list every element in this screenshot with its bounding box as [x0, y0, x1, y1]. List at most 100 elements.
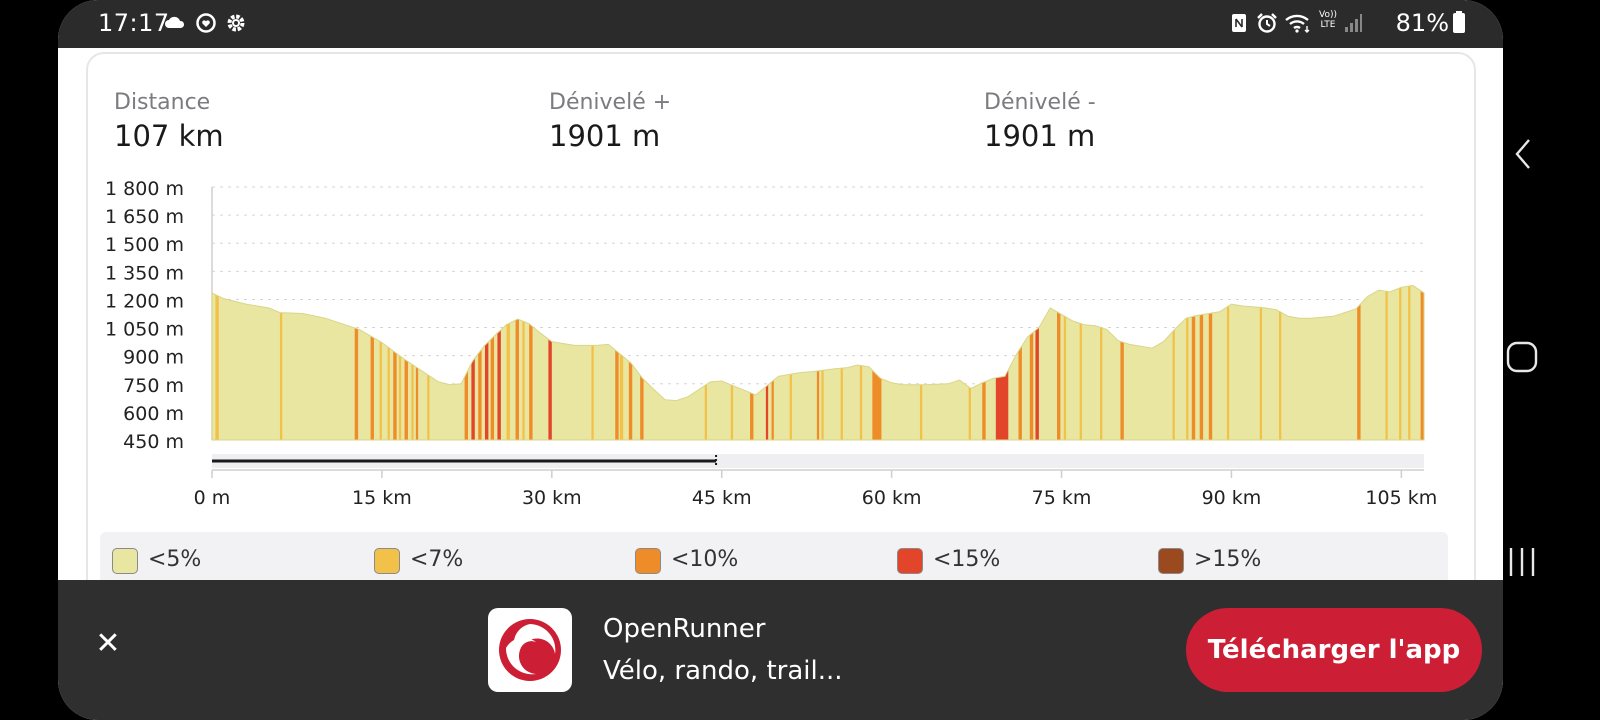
- y-tick-label: 750 m: [123, 375, 184, 397]
- app-description: Vélo, rando, trail...: [603, 656, 843, 686]
- x-tick-label: 90 km: [1202, 487, 1262, 509]
- recent-apps-icon: [1509, 548, 1535, 576]
- elevation-loss-label: Dénivelé -: [984, 90, 1096, 115]
- legend-swatch: [635, 548, 661, 574]
- slope-band: [1057, 285, 1061, 440]
- slope-band: [1191, 285, 1196, 440]
- y-tick-label: 1 350 m: [105, 262, 184, 284]
- slope-band: [789, 285, 792, 440]
- legend-swatch: [897, 548, 923, 574]
- elevation-profile-line: [211, 284, 1425, 441]
- legend-label: <10%: [671, 547, 739, 572]
- slope-band: [478, 285, 482, 440]
- slope-band: [730, 285, 734, 440]
- alarm-icon: [1257, 13, 1277, 33]
- distance-stat: Distance 107 km: [114, 90, 224, 153]
- legend-label: <15%: [933, 547, 1001, 572]
- slope-band: [393, 285, 397, 440]
- slope-band: [859, 285, 863, 440]
- slope-band: [1259, 285, 1263, 440]
- slope-band: [1079, 285, 1082, 440]
- slope-band: [1100, 285, 1103, 440]
- close-icon[interactable]: ✕: [95, 626, 121, 661]
- slope-band: [398, 285, 402, 440]
- slope-band: [1035, 285, 1039, 440]
- app-install-banner: ✕ OpenRunner Vélo, rando, trail... Téléc…: [58, 580, 1503, 720]
- phone-screen: 17:17 Vo)) LTE 81% Distance 107 km Déniv…: [58, 0, 1503, 720]
- slope-band: [404, 285, 408, 440]
- slope-band: [411, 285, 414, 440]
- elevation-gain-label: Dénivelé +: [549, 90, 672, 115]
- slope-band: [522, 285, 525, 440]
- back-button[interactable]: [1503, 124, 1600, 184]
- slope-band: [615, 285, 619, 440]
- slope-band: [765, 285, 769, 440]
- nfc-icon: [1232, 14, 1246, 32]
- x-tick-label: 105 km: [1365, 487, 1437, 509]
- slope-band: [1385, 285, 1388, 440]
- slope-band: [1408, 285, 1411, 440]
- slope-band: [279, 285, 283, 440]
- recent-apps-button[interactable]: [1503, 532, 1600, 592]
- y-tick-label: 1 200 m: [105, 290, 184, 312]
- slope-band: [750, 285, 754, 440]
- slope-band: [1279, 285, 1282, 440]
- battery-icon: [1453, 11, 1465, 33]
- slope-band: [640, 285, 644, 440]
- slope-band: [490, 285, 495, 440]
- signal-icon: [1345, 14, 1362, 32]
- app-name: OpenRunner: [603, 614, 766, 644]
- download-app-button[interactable]: Télécharger l'app: [1186, 608, 1482, 692]
- y-tick-label: 1 650 m: [105, 206, 184, 228]
- slope-band: [471, 285, 475, 440]
- slope-band: [816, 285, 820, 440]
- navigation-bar: [1503, 0, 1600, 720]
- slope-band: [529, 285, 533, 440]
- slope-band: [215, 285, 219, 440]
- openrunner-logo-icon[interactable]: [488, 608, 572, 692]
- slope-band: [354, 285, 359, 440]
- slope-band: [379, 285, 382, 440]
- x-tick-label: 30 km: [522, 487, 582, 509]
- home-button[interactable]: [1503, 327, 1600, 387]
- slope-band: [427, 285, 430, 440]
- elevation-chart[interactable]: 1 800 m 1 650 m 1 500 m 1 350 m 1 200 m 1 050…: [88, 54, 1478, 534]
- slope-band: [506, 285, 510, 440]
- slope-band: [619, 285, 624, 440]
- slope-band: [1018, 285, 1022, 440]
- slope-band: [919, 285, 923, 440]
- x-tick-label: 0 m: [194, 487, 231, 509]
- status-bar: 17:17 Vo)) LTE 81%: [58, 0, 1503, 48]
- slope-band: [1199, 285, 1204, 440]
- range-track: [212, 454, 1424, 468]
- slope-band: [1063, 285, 1067, 440]
- elevation-loss-value: 1901 m: [984, 119, 1096, 153]
- wifi-icon: [1285, 14, 1310, 33]
- x-tick-label: 60 km: [862, 487, 922, 509]
- heart-refresh-icon: [196, 13, 216, 33]
- elevation-gain-value: 1901 m: [549, 119, 661, 153]
- slope-band: [370, 285, 374, 440]
- x-tick-label: 75 km: [1032, 487, 1092, 509]
- slope-band: [968, 285, 971, 440]
- slope-band: [1399, 285, 1402, 440]
- slope-band: [1420, 285, 1424, 440]
- slope-band: [387, 285, 390, 440]
- slope-band: [872, 285, 882, 440]
- slope-band: [704, 285, 707, 440]
- slope-band: [484, 285, 489, 440]
- slope-band: [982, 285, 986, 440]
- slope-band: [591, 285, 594, 440]
- slope-band: [497, 285, 501, 440]
- legend-label: <5%: [148, 547, 202, 572]
- y-tick-label: 900 m: [123, 347, 184, 369]
- slope-band: [1357, 285, 1361, 440]
- distance-value: 107 km: [114, 119, 224, 153]
- slope-band: [1029, 285, 1034, 440]
- volte-icon: Vo)) LTE: [1319, 10, 1337, 30]
- elevation-loss-stat: Dénivelé - 1901 m: [984, 90, 1096, 153]
- legend-swatch: [112, 548, 138, 574]
- slope-band: [840, 285, 843, 440]
- slope-band: [821, 285, 824, 440]
